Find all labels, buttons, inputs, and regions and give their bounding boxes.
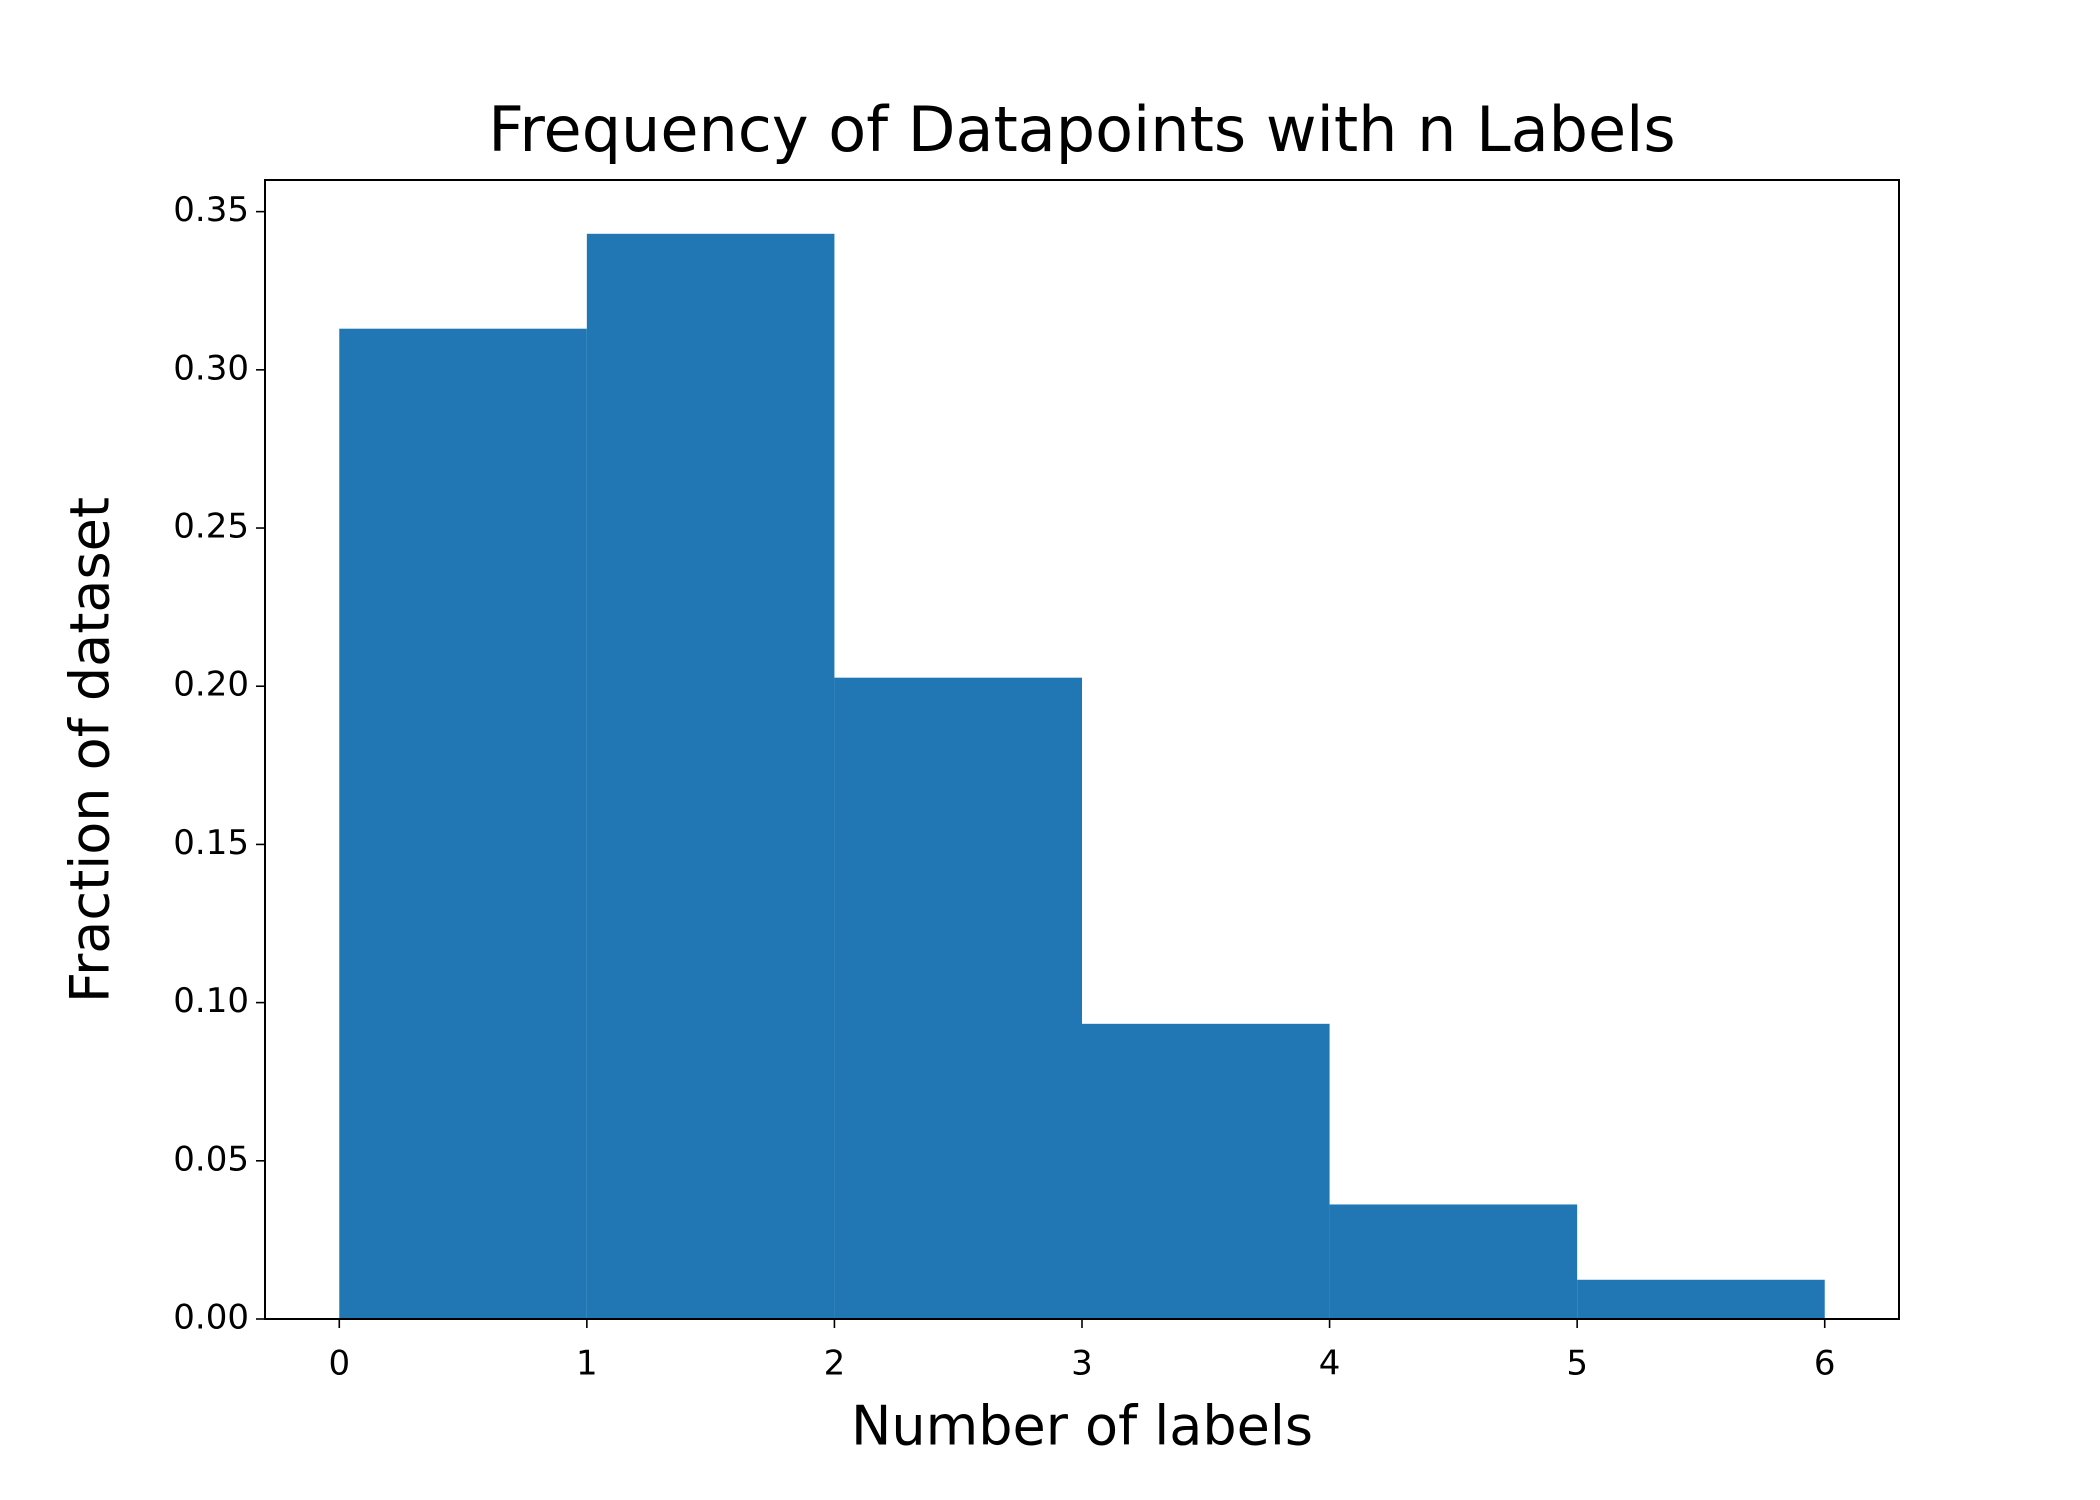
bar xyxy=(1329,1204,1578,1319)
y-tick-label: 0.35 xyxy=(173,190,249,230)
plot-frame xyxy=(264,179,1900,1320)
bar xyxy=(586,233,835,1319)
x-tick-label: 3 xyxy=(1071,1344,1093,1384)
y-tick-label: 0.30 xyxy=(173,348,249,388)
x-tick-label: 0 xyxy=(328,1344,350,1384)
bar xyxy=(1082,1023,1330,1319)
y-tick-label: 0.20 xyxy=(173,665,249,705)
y-tick-label: 0.25 xyxy=(173,507,249,547)
bar xyxy=(339,328,587,1320)
x-tick-label: 5 xyxy=(1566,1344,1588,1384)
y-tick-label: 0.15 xyxy=(173,823,249,863)
y-tick-label: 0.05 xyxy=(173,1139,249,1179)
x-tick-label: 4 xyxy=(1319,1344,1341,1384)
x-axis-label: Number of labels xyxy=(851,1395,1313,1458)
bar xyxy=(1577,1279,1825,1319)
bar xyxy=(834,677,1082,1319)
y-tick-label: 0.00 xyxy=(173,1298,249,1338)
x-tick-label: 2 xyxy=(824,1344,846,1384)
y-axis-label: Fraction of dataset xyxy=(59,497,122,1003)
x-tick-label: 1 xyxy=(576,1344,598,1384)
chart-title: Frequency of Datapoints with n Labels xyxy=(488,93,1675,166)
y-tick-label: 0.10 xyxy=(173,981,249,1021)
x-tick-label: 6 xyxy=(1814,1344,1836,1384)
